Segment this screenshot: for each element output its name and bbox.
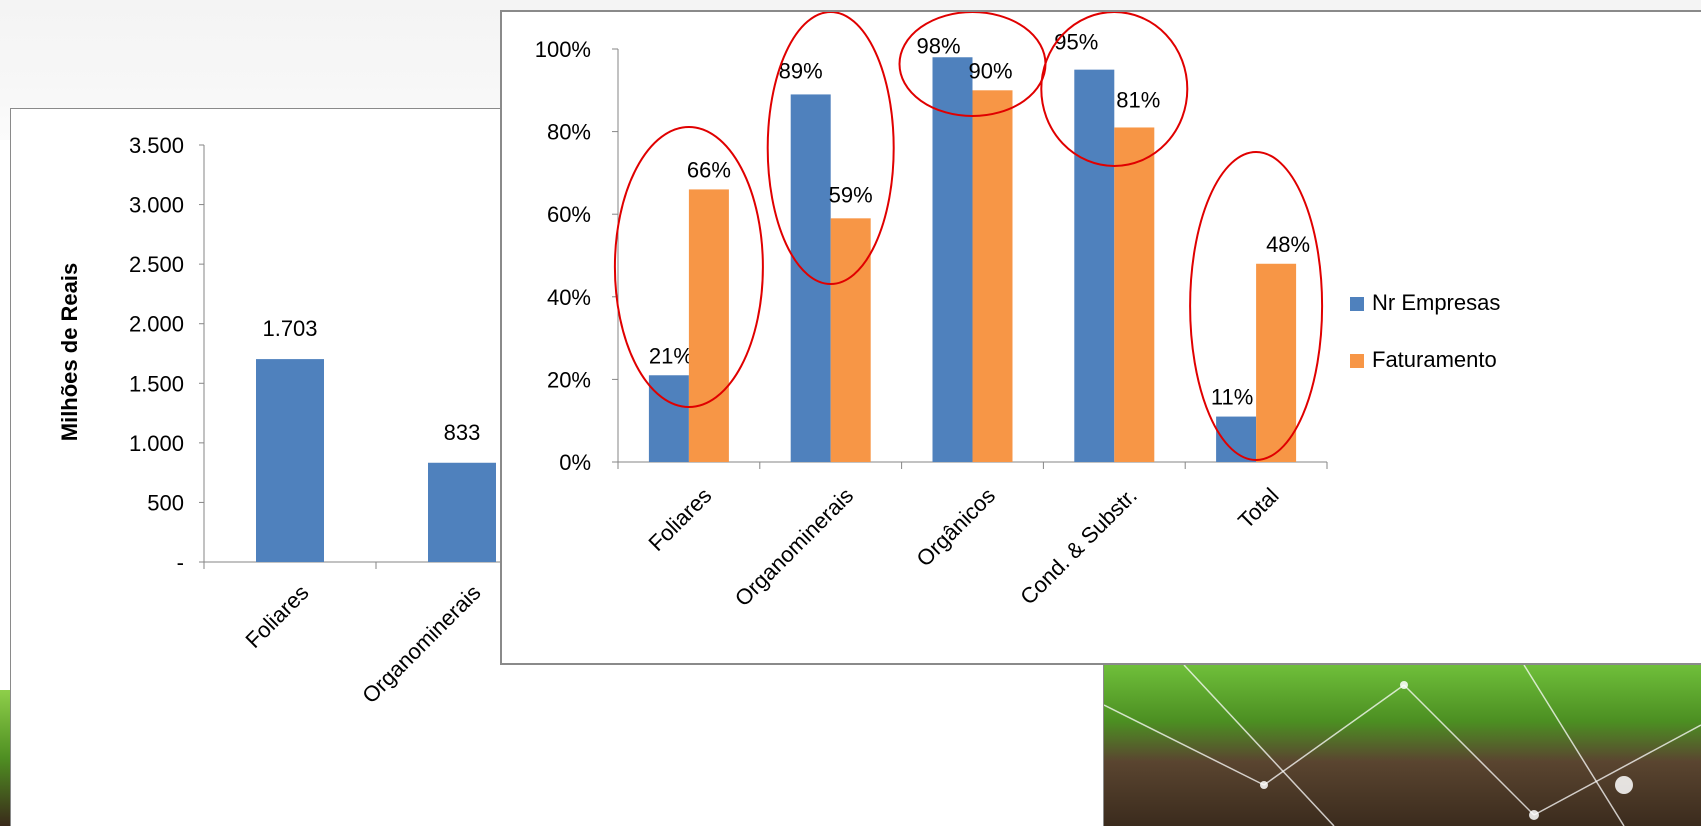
bar-faturamento bbox=[830, 218, 871, 462]
data-label: 81% bbox=[1116, 87, 1160, 112]
network-lines-decoration bbox=[1104, 665, 1701, 826]
data-label: 95% bbox=[1054, 30, 1098, 55]
data-label: 1.703 bbox=[262, 316, 317, 341]
y-tick-label: 60% bbox=[547, 202, 591, 227]
bar-faturamento bbox=[972, 90, 1013, 463]
legend-swatch bbox=[1350, 297, 1364, 311]
y-tick-label: 3.000 bbox=[129, 193, 184, 218]
data-label: 89% bbox=[779, 58, 823, 83]
y-tick-label: 0% bbox=[559, 450, 591, 475]
bar-nr-empresas bbox=[648, 375, 689, 462]
category-label: Orgânicos bbox=[911, 483, 1000, 572]
category-label: Total bbox=[1233, 483, 1284, 534]
highlight-ellipse bbox=[1189, 151, 1324, 461]
soil-network-image bbox=[1104, 665, 1701, 826]
bar-revenue bbox=[428, 462, 496, 562]
data-label: 21% bbox=[649, 343, 693, 368]
y-tick-label: - bbox=[177, 550, 184, 575]
data-label: 48% bbox=[1266, 232, 1310, 257]
y-tick-label: 1.500 bbox=[129, 371, 184, 396]
data-label: 66% bbox=[687, 157, 731, 182]
y-tick-label: 2.000 bbox=[129, 312, 184, 337]
highlight-ellipse bbox=[1040, 12, 1189, 167]
chart-share-panel: 0% 20% 40% 60% 80% 100% 21% 66% Foliares 89% 59% Or… bbox=[500, 10, 1701, 665]
data-label: 98% bbox=[916, 33, 960, 58]
bar-faturamento bbox=[1114, 127, 1155, 462]
y-tick-label: 100% bbox=[535, 37, 591, 62]
y-tick-label: 2.500 bbox=[129, 252, 184, 277]
category-label: Organominerais bbox=[357, 580, 485, 708]
data-label: 833 bbox=[444, 420, 481, 445]
y-tick-label: 20% bbox=[547, 367, 591, 392]
category-label: Foliares bbox=[643, 483, 716, 556]
legend-label: Faturamento bbox=[1372, 347, 1497, 372]
bar-nr-empresas bbox=[790, 94, 831, 463]
data-label: 90% bbox=[968, 58, 1012, 83]
bar-faturamento bbox=[1256, 263, 1297, 462]
category-label: Foliares bbox=[241, 580, 314, 653]
data-label: 11% bbox=[1211, 385, 1253, 410]
y-tick-label: 500 bbox=[147, 490, 184, 515]
highlight-ellipse bbox=[613, 126, 764, 408]
bar-nr-empresas bbox=[932, 57, 973, 462]
category-label: Organominerais bbox=[730, 483, 858, 611]
bar-faturamento bbox=[688, 189, 729, 463]
chart-share: 0% 20% 40% 60% 80% 100% 21% 66% Foliares 89% 59% Or… bbox=[535, 12, 1500, 611]
y-axis-title: Milhões de Reais bbox=[57, 263, 82, 442]
category-label: Cond. & Substr. bbox=[1015, 483, 1142, 610]
y-tick-label: 3.500 bbox=[129, 133, 184, 158]
highlight-ellipse bbox=[766, 12, 895, 285]
legend-swatch bbox=[1350, 354, 1364, 368]
bar-nr-empresas bbox=[1074, 69, 1115, 463]
y-tick-label: 1.000 bbox=[129, 431, 184, 456]
legend-label: Nr Empresas bbox=[1372, 290, 1500, 315]
data-label: 59% bbox=[829, 182, 873, 207]
bar-revenue bbox=[256, 359, 324, 562]
y-tick-label: 40% bbox=[547, 285, 591, 310]
chart-revenue: - 500 1.000 1.500 2.000 2.500 3.000 3.500 Milhõe… bbox=[57, 133, 1103, 708]
y-tick-label: 80% bbox=[547, 120, 591, 145]
